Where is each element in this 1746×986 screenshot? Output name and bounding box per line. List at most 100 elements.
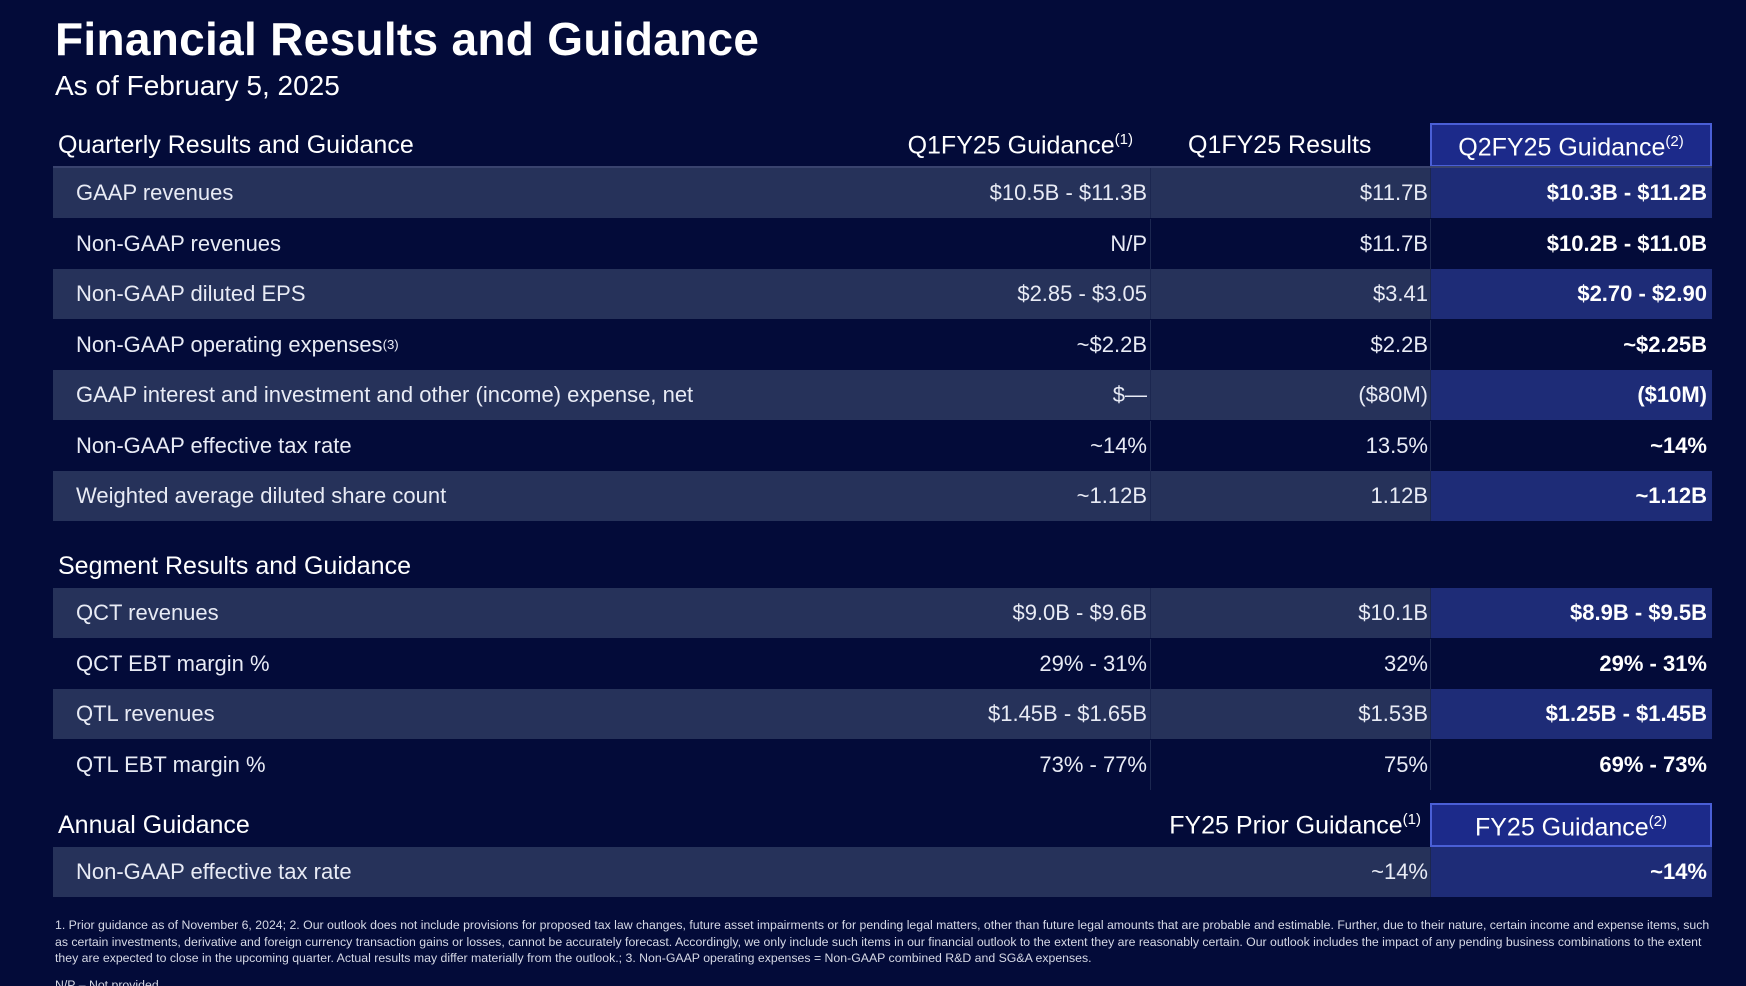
col-divider bbox=[1430, 689, 1431, 739]
results-value: 1.12B bbox=[1370, 483, 1429, 508]
guidance-value: $2.85 - $3.05 bbox=[1017, 281, 1147, 306]
results-value: $3.41 bbox=[1372, 281, 1428, 306]
col-divider bbox=[1150, 471, 1151, 521]
col-fy25-guidance-note: (2) bbox=[1648, 813, 1668, 830]
table-row: Non-GAAP effective tax rate ~14% 13.5% ~14% bbox=[53, 420, 1712, 471]
guidance-value: $— bbox=[1112, 382, 1147, 407]
guidance-value: ~$2.2B bbox=[1076, 331, 1147, 357]
row-label-text: GAAP revenues bbox=[76, 180, 234, 205]
results-value: $11.7B bbox=[1359, 230, 1428, 256]
col-prior-guidance-header: FY25 Prior Guidance(1) bbox=[1169, 811, 1421, 840]
row-label: Non-GAAP operating expenses (3) bbox=[76, 320, 399, 370]
current-guidance-value: ~14% bbox=[1650, 859, 1707, 884]
table-row: GAAP interest and investment and other (… bbox=[53, 370, 1712, 420]
annual-section-title: Annual Guidance bbox=[58, 811, 250, 839]
prior-guidance-value: ~14% bbox=[1371, 859, 1428, 884]
col-divider bbox=[1430, 168, 1431, 218]
col-divider bbox=[1430, 588, 1431, 638]
row-label: GAAP revenues bbox=[76, 168, 233, 218]
next-guidance-value: $2.70 - $2.90 bbox=[1577, 281, 1707, 306]
guidance-value: $10.5B - $11.3B bbox=[989, 180, 1147, 205]
col-divider bbox=[1430, 739, 1431, 790]
col-divider bbox=[1150, 638, 1151, 689]
col-divider bbox=[1150, 370, 1151, 420]
col-divider bbox=[1430, 638, 1431, 689]
row-label: Non-GAAP effective tax rate bbox=[76, 847, 352, 897]
row-label: Non-GAAP effective tax rate bbox=[76, 421, 352, 471]
col-q1-guidance-note: (1) bbox=[1114, 131, 1133, 148]
results-value: $1.53B bbox=[1358, 701, 1428, 726]
row-label: QCT EBT margin % bbox=[76, 639, 270, 689]
col-divider bbox=[1430, 471, 1431, 521]
guidance-value: 29% - 31% bbox=[1039, 650, 1147, 676]
row-label-text: GAAP interest and investment and other (… bbox=[76, 382, 694, 407]
results-value: $10.1B bbox=[1358, 600, 1428, 625]
guidance-value: N/P bbox=[1110, 230, 1147, 256]
quarterly-section-title: Quarterly Results and Guidance bbox=[58, 131, 414, 159]
col-divider bbox=[1150, 739, 1151, 790]
row-label-text: QTL EBT margin % bbox=[76, 751, 266, 777]
row-label-text: Non-GAAP effective tax rate bbox=[76, 432, 352, 458]
results-value: $2.2B bbox=[1370, 331, 1429, 357]
col-prior-guidance-note: (1) bbox=[1402, 811, 1421, 828]
row-label: QTL EBT margin % bbox=[76, 740, 266, 790]
results-value: 32% bbox=[1383, 650, 1428, 676]
row-highlight bbox=[1430, 370, 1712, 420]
row-label-text: QCT EBT margin % bbox=[76, 650, 270, 676]
row-highlight bbox=[1430, 168, 1712, 218]
col-divider bbox=[1430, 269, 1431, 319]
guidance-value: ~1.12B bbox=[1076, 483, 1147, 508]
next-guidance-value: $1.25B - $1.45B bbox=[1545, 701, 1707, 726]
row-label: Non-GAAP diluted EPS bbox=[76, 269, 306, 319]
col-divider bbox=[1150, 588, 1151, 638]
guidance-value: $1.45B - $1.65B bbox=[987, 701, 1147, 726]
table-row: QTL EBT margin % 73% - 77% 75% 69% - 73% bbox=[53, 739, 1712, 790]
guidance-value: ~14% bbox=[1090, 432, 1147, 458]
row-label-text: QCT revenues bbox=[76, 600, 219, 625]
col-divider bbox=[1150, 269, 1151, 319]
table-row: Non-GAAP operating expenses (3) ~$2.2B $2.2… bbox=[53, 319, 1712, 370]
row-label-note: (3) bbox=[382, 337, 399, 352]
col-fy25-guidance-header: FY25 Guidance(2) bbox=[1430, 803, 1712, 847]
next-guidance-value: $10.3B - $11.2B bbox=[1546, 180, 1707, 205]
table-row: Non-GAAP revenues N/P $11.7B $10.2B - $11.0… bbox=[53, 218, 1712, 269]
page-title: Financial Results and Guidance bbox=[55, 13, 760, 65]
col-divider bbox=[1430, 218, 1431, 269]
next-guidance-value: $8.9B - $9.5B bbox=[1570, 600, 1707, 625]
results-value: 13.5% bbox=[1365, 432, 1428, 458]
col-divider bbox=[1150, 420, 1151, 471]
col-q2-guidance-note: (2) bbox=[1665, 133, 1684, 150]
col-divider bbox=[1430, 420, 1431, 471]
row-label: Non-GAAP revenues bbox=[76, 219, 281, 269]
row-highlight bbox=[1430, 269, 1712, 319]
next-guidance-value: ~1.12B bbox=[1635, 483, 1707, 508]
guidance-value: $9.0B - $9.6B bbox=[1012, 600, 1147, 625]
row-highlight bbox=[1430, 689, 1712, 739]
col-q2-guidance-header: Q2FY25 Guidance(2) bbox=[1430, 123, 1712, 167]
results-value: $11.7B bbox=[1359, 180, 1428, 205]
col-divider bbox=[1430, 319, 1431, 370]
next-guidance-value: $10.2B - $11.0B bbox=[1546, 230, 1707, 256]
col-divider bbox=[1150, 218, 1151, 269]
col-q1-guidance-label: Q1FY25 Guidance bbox=[907, 131, 1115, 160]
next-guidance-value: 29% - 31% bbox=[1599, 650, 1707, 676]
segment-section-title: Segment Results and Guidance bbox=[58, 552, 411, 580]
row-label-text: QTL revenues bbox=[76, 701, 215, 726]
header-rule bbox=[53, 166, 1712, 168]
table-row: GAAP revenues $10.5B - $11.3B $11.7B $10.3B… bbox=[53, 168, 1712, 218]
row-highlight bbox=[1430, 588, 1712, 638]
table-row: QCT revenues $9.0B - $9.6B $10.1B $8.9B - $… bbox=[53, 588, 1712, 638]
col-q2-guidance-label: Q2FY25 Guidance bbox=[1458, 133, 1666, 162]
col-prior-guidance-label: FY25 Prior Guidance bbox=[1169, 811, 1403, 840]
footnote-np: N/P – Not provided bbox=[55, 978, 159, 986]
row-label: Weighted average diluted share count bbox=[76, 471, 446, 521]
table-row: QCT EBT margin % 29% - 31% 32% 29% - 31% bbox=[53, 638, 1712, 689]
col-divider bbox=[1150, 319, 1151, 370]
footnote: 1. Prior guidance as of November 6, 2024… bbox=[55, 918, 1710, 965]
col-divider bbox=[1430, 847, 1431, 897]
row-label-text: Non-GAAP revenues bbox=[76, 230, 282, 256]
next-guidance-value: ~$2.25B bbox=[1623, 331, 1707, 357]
results-value: ($80M) bbox=[1358, 382, 1428, 407]
col-q1-results-header: Q1FY25 Results bbox=[1188, 131, 1372, 159]
